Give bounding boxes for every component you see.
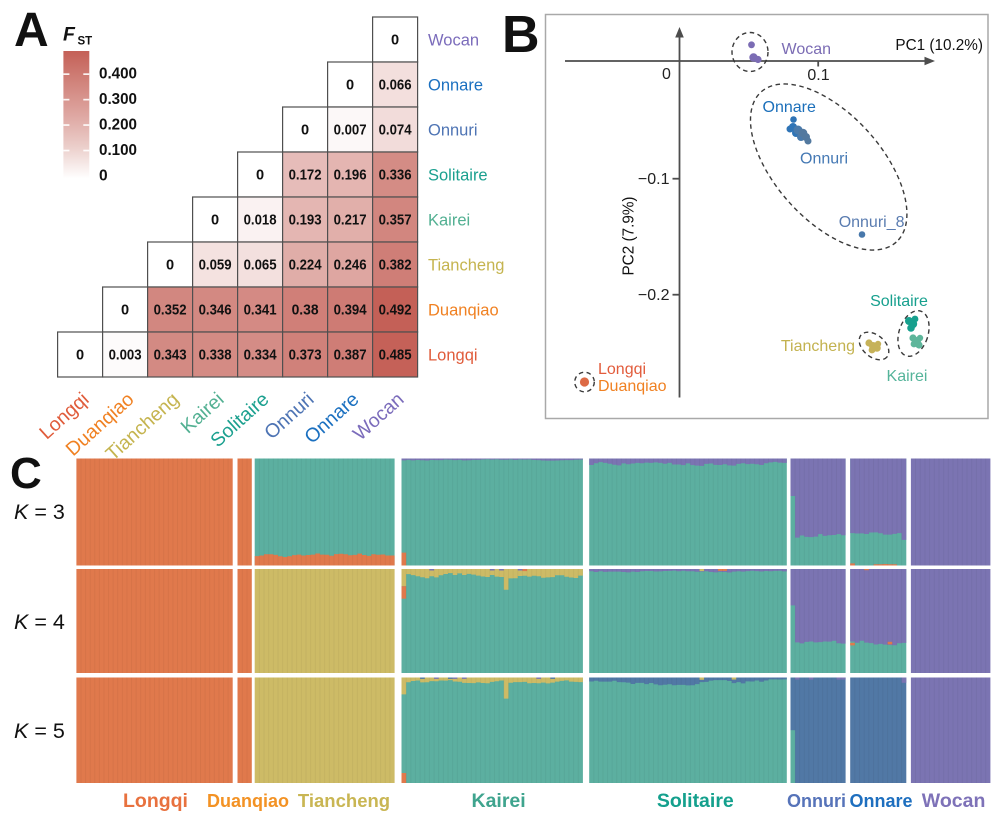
svg-text:0.373: 0.373 xyxy=(289,347,322,363)
svg-text:0.492: 0.492 xyxy=(379,302,412,318)
svg-text:0.018: 0.018 xyxy=(244,212,277,228)
svg-text:0: 0 xyxy=(76,347,84,363)
svg-text:0: 0 xyxy=(256,167,264,183)
svg-text:F: F xyxy=(63,24,76,46)
svg-text:0.334: 0.334 xyxy=(244,347,278,363)
svg-text:PC2 (7.9%): PC2 (7.9%) xyxy=(621,196,638,275)
svg-text:Kairei: Kairei xyxy=(428,211,470,229)
svg-text:ST: ST xyxy=(78,36,93,48)
svg-text:0.200: 0.200 xyxy=(99,117,137,134)
svg-text:Wocan: Wocan xyxy=(922,790,986,812)
svg-text:Duanqiao: Duanqiao xyxy=(428,301,499,319)
svg-text:0.346: 0.346 xyxy=(199,302,232,318)
svg-text:0.352: 0.352 xyxy=(154,302,187,318)
svg-text:0.38: 0.38 xyxy=(292,302,319,318)
svg-text:Onnare: Onnare xyxy=(763,99,816,116)
svg-text:0.387: 0.387 xyxy=(334,347,367,363)
svg-text:Kairei: Kairei xyxy=(471,790,525,812)
svg-text:Onnare: Onnare xyxy=(428,76,483,94)
svg-text:0.341: 0.341 xyxy=(244,302,277,318)
svg-text:0.343: 0.343 xyxy=(154,347,187,363)
svg-text:Onnare: Onnare xyxy=(849,791,912,811)
svg-text:0: 0 xyxy=(211,212,219,228)
svg-text:0.246: 0.246 xyxy=(334,257,367,273)
svg-text:0.196: 0.196 xyxy=(334,167,367,183)
svg-text:0.100: 0.100 xyxy=(99,142,137,159)
svg-text:0.382: 0.382 xyxy=(379,257,412,273)
svg-text:0.172: 0.172 xyxy=(289,167,322,183)
svg-text:0.338: 0.338 xyxy=(199,347,232,363)
svg-text:C: C xyxy=(10,449,42,498)
svg-text:Longqi: Longqi xyxy=(428,346,478,364)
svg-text:K = 4: K = 4 xyxy=(14,610,65,634)
svg-text:Solitaire: Solitaire xyxy=(870,293,928,310)
svg-text:0.007: 0.007 xyxy=(334,122,367,138)
svg-text:0: 0 xyxy=(346,77,354,93)
svg-text:0: 0 xyxy=(662,66,671,83)
svg-text:Onnuri_8: Onnuri_8 xyxy=(839,214,905,231)
svg-text:Wocan: Wocan xyxy=(428,31,479,49)
svg-text:Tiancheng: Tiancheng xyxy=(428,256,504,274)
svg-text:Solitaire: Solitaire xyxy=(428,166,488,184)
svg-text:0.066: 0.066 xyxy=(379,77,412,93)
svg-text:Onnuri: Onnuri xyxy=(800,151,848,168)
svg-text:0: 0 xyxy=(301,122,309,138)
svg-text:A: A xyxy=(14,4,49,57)
svg-text:Onnuri: Onnuri xyxy=(428,121,478,139)
svg-text:0.400: 0.400 xyxy=(99,66,137,83)
svg-text:B: B xyxy=(502,6,540,64)
svg-text:K = 5: K = 5 xyxy=(14,719,65,743)
svg-text:0: 0 xyxy=(166,257,174,273)
svg-text:Kairei: Kairei xyxy=(887,368,928,385)
svg-text:Tiancheng: Tiancheng xyxy=(298,790,390,811)
svg-text:0.1: 0.1 xyxy=(807,67,829,84)
svg-text:0: 0 xyxy=(121,302,129,318)
svg-text:K = 3: K = 3 xyxy=(14,500,65,524)
svg-text:0.193: 0.193 xyxy=(289,212,322,228)
svg-text:Onnuri: Onnuri xyxy=(787,791,846,811)
svg-text:0.357: 0.357 xyxy=(379,212,412,228)
svg-text:Duanqiao: Duanqiao xyxy=(207,791,289,811)
svg-text:0.059: 0.059 xyxy=(199,257,232,273)
svg-text:Longqi: Longqi xyxy=(598,361,646,378)
svg-text:0: 0 xyxy=(99,168,108,185)
svg-text:0.074: 0.074 xyxy=(379,122,413,138)
svg-text:0.003: 0.003 xyxy=(109,347,142,363)
svg-text:0.485: 0.485 xyxy=(379,347,412,363)
svg-text:0.065: 0.065 xyxy=(244,257,277,273)
svg-text:Wocan: Wocan xyxy=(782,41,832,58)
svg-text:PC1 (10.2%): PC1 (10.2%) xyxy=(895,37,983,54)
svg-text:0: 0 xyxy=(391,32,399,48)
svg-text:−0.1: −0.1 xyxy=(638,171,670,188)
svg-text:0.394: 0.394 xyxy=(334,302,368,318)
svg-text:Longqi: Longqi xyxy=(123,790,188,812)
svg-text:Wocan: Wocan xyxy=(349,388,409,445)
svg-text:Solitaire: Solitaire xyxy=(657,790,734,812)
svg-text:0.217: 0.217 xyxy=(334,212,367,228)
svg-text:0.336: 0.336 xyxy=(379,167,412,183)
svg-text:0.224: 0.224 xyxy=(289,257,323,273)
svg-text:Duanqiao: Duanqiao xyxy=(598,378,667,395)
svg-text:Tiancheng: Tiancheng xyxy=(781,338,855,355)
svg-text:−0.2: −0.2 xyxy=(638,287,670,304)
svg-text:0.300: 0.300 xyxy=(99,91,137,108)
